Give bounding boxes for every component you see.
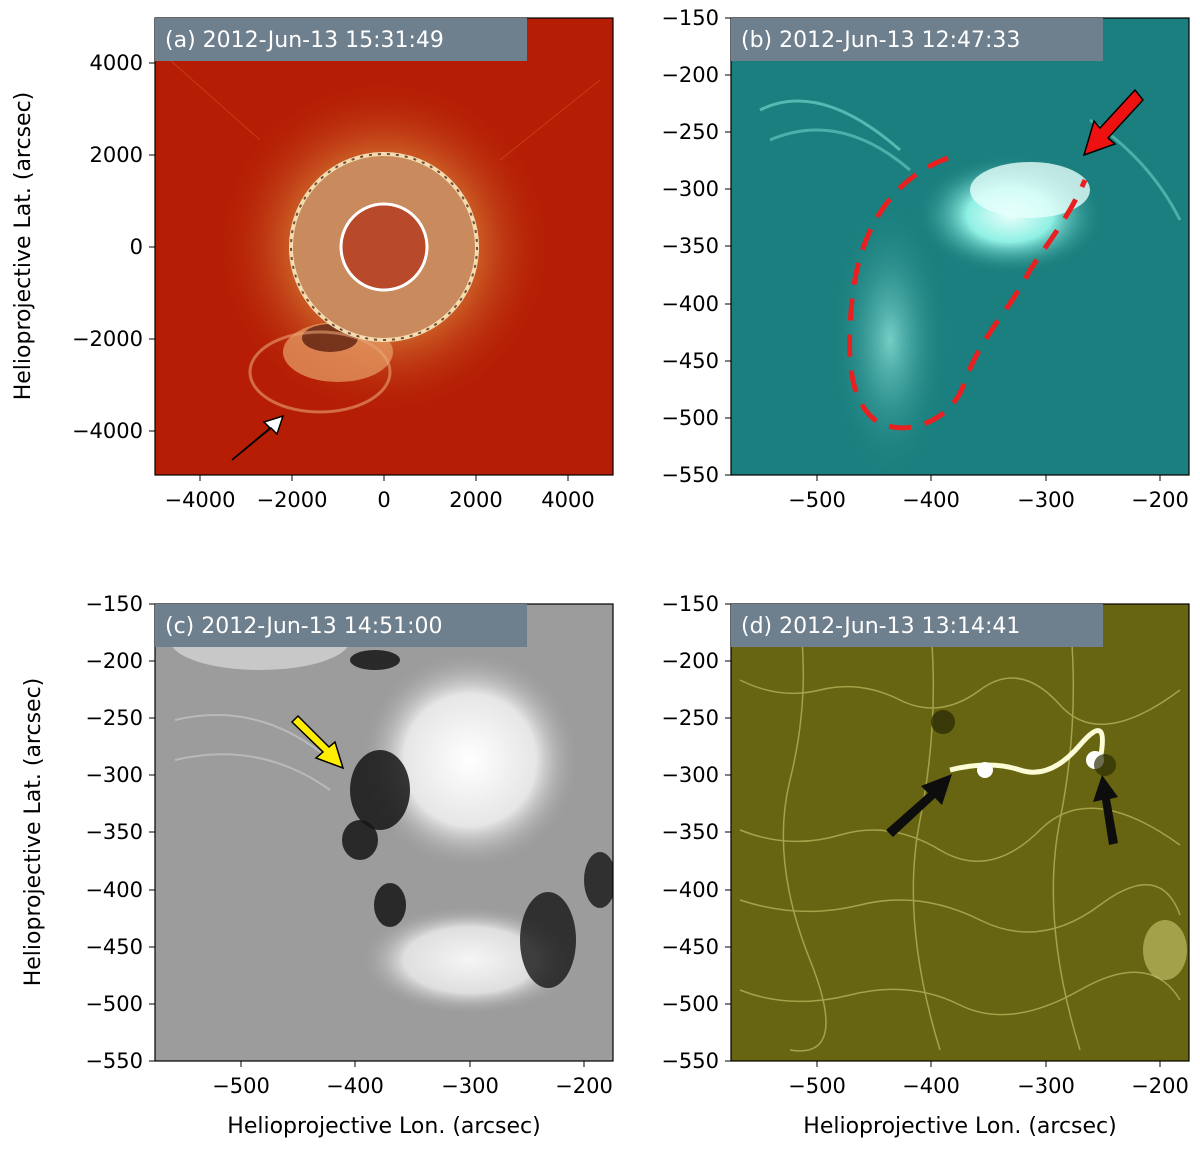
- y-tick-label: −500: [661, 992, 719, 1016]
- y-tick-label: 0: [130, 235, 143, 259]
- y-tick-label: −400: [85, 878, 143, 902]
- black-arrow-icon: [886, 774, 952, 837]
- panel-c-title-box: (c) 2012-Jun-13 14:51:00: [155, 604, 527, 647]
- x-tick-label: 4000: [541, 488, 594, 512]
- y-tick-label: −550: [661, 1049, 719, 1073]
- x-tick-label: −300: [441, 1074, 499, 1098]
- panel-d-title: (d) 2012-Jun-13 13:14:41: [741, 614, 1020, 639]
- x-tick-label: −200: [1131, 1074, 1189, 1098]
- y-tick-label: −350: [661, 820, 719, 844]
- x-tick-label: −300: [1017, 1074, 1075, 1098]
- panel-d-image: [731, 604, 1189, 1061]
- x-tick-label: −500: [788, 488, 846, 512]
- dashed-outline: [847, 155, 1088, 431]
- y-tick-label: −250: [85, 706, 143, 730]
- y-tick-label: −500: [85, 992, 143, 1016]
- red-arrow-icon: [1082, 88, 1144, 157]
- y-tick-label: −200: [661, 649, 719, 673]
- y-tick-label: −300: [661, 177, 719, 201]
- y-tick-label: −450: [661, 349, 719, 373]
- panel-a-ylabel: Helioprojective Lat. (arcsec): [11, 92, 36, 401]
- y-tick-label: −4000: [72, 419, 143, 443]
- panel-c-ylabel: Helioprojective Lat. (arcsec): [21, 678, 46, 987]
- y-tick-label: −500: [661, 406, 719, 430]
- x-tick-label: −400: [326, 1074, 384, 1098]
- x-tick-label: −4000: [164, 488, 235, 512]
- panel-c-xticks: −500 −400 −300 −200: [212, 1061, 613, 1098]
- x-tick-label: −500: [788, 1074, 846, 1098]
- panel-b-title-box: (b) 2012-Jun-13 12:47:33: [731, 18, 1103, 61]
- x-tick-label: 0: [377, 488, 390, 512]
- panel-c-title: (c) 2012-Jun-13 14:51:00: [165, 614, 443, 639]
- panel-b-xticks: −500 −400 −300 −200: [788, 475, 1189, 512]
- panel-a-yticks: 4000 2000 0 −2000 −4000: [72, 51, 155, 443]
- y-tick-label: −250: [661, 706, 719, 730]
- x-tick-label: −400: [902, 488, 960, 512]
- x-tick-label: 2000: [449, 488, 502, 512]
- y-tick-label: −450: [85, 935, 143, 959]
- panel-b-title: (b) 2012-Jun-13 12:47:33: [741, 28, 1020, 53]
- y-tick-label: −450: [661, 935, 719, 959]
- panel-c-xlabel: Helioprojective Lon. (arcsec): [227, 1114, 540, 1139]
- y-tick-label: −200: [85, 649, 143, 673]
- white-arrow-icon: [231, 414, 285, 461]
- y-tick-label: −350: [661, 234, 719, 258]
- panel-d-yticks: −150 −200 −250 −300 −350 −400 −450 −500 …: [661, 592, 731, 1073]
- y-tick-label: −150: [661, 592, 719, 616]
- y-tick-label: −350: [85, 820, 143, 844]
- panel-d-title-box: (d) 2012-Jun-13 13:14:41: [731, 604, 1103, 647]
- panel-c-image: [155, 604, 613, 1061]
- y-tick-label: −2000: [72, 327, 143, 351]
- x-tick-label: −200: [1131, 488, 1189, 512]
- x-tick-label: −300: [1017, 488, 1075, 512]
- yellow-arrow-icon: [290, 714, 345, 770]
- black-arrow-icon: [1093, 775, 1118, 845]
- panel-a: (a) 2012-Jun-13 15:31:49 −4000 −2000 0 2…: [11, 17, 614, 512]
- y-tick-label: −550: [85, 1049, 143, 1073]
- panel-d-xlabel: Helioprojective Lon. (arcsec): [803, 1114, 1116, 1139]
- y-tick-label: −200: [661, 63, 719, 87]
- panel-d: (d) 2012-Jun-13 13:14:41 −500 −400 −300 …: [661, 592, 1190, 1139]
- y-tick-label: −300: [661, 763, 719, 787]
- panel-c: (c) 2012-Jun-13 14:51:00 −500 −400 −300 …: [21, 592, 614, 1139]
- panel-a-image: [155, 18, 613, 475]
- y-tick-label: −150: [661, 6, 719, 30]
- panel-a-title-box: (a) 2012-Jun-13 15:31:49: [155, 18, 527, 61]
- panel-d-xticks: −500 −400 −300 −200: [788, 1061, 1189, 1098]
- y-tick-label: 4000: [90, 51, 143, 75]
- y-tick-label: −250: [661, 120, 719, 144]
- panel-a-title: (a) 2012-Jun-13 15:31:49: [165, 28, 444, 53]
- x-tick-label: −500: [212, 1074, 270, 1098]
- x-tick-label: −200: [555, 1074, 613, 1098]
- y-tick-label: −150: [85, 592, 143, 616]
- panel-a-xticks: −4000 −2000 0 2000 4000: [164, 475, 595, 512]
- x-tick-label: −2000: [256, 488, 327, 512]
- panel-b-yticks: −150 −200 −250 −300 −350 −400 −450 −500 …: [661, 6, 731, 487]
- y-tick-label: 2000: [90, 143, 143, 167]
- panel-c-yticks: −150 −200 −250 −300 −350 −400 −450 −500 …: [85, 592, 155, 1073]
- x-tick-label: −400: [902, 1074, 960, 1098]
- panel-b: (b) 2012-Jun-13 12:47:33 −500 −400 −300 …: [661, 6, 1190, 512]
- y-tick-label: −400: [661, 878, 719, 902]
- y-tick-label: −400: [661, 292, 719, 316]
- y-tick-label: −550: [661, 463, 719, 487]
- y-tick-label: −300: [85, 763, 143, 787]
- panel-b-image: [731, 18, 1189, 475]
